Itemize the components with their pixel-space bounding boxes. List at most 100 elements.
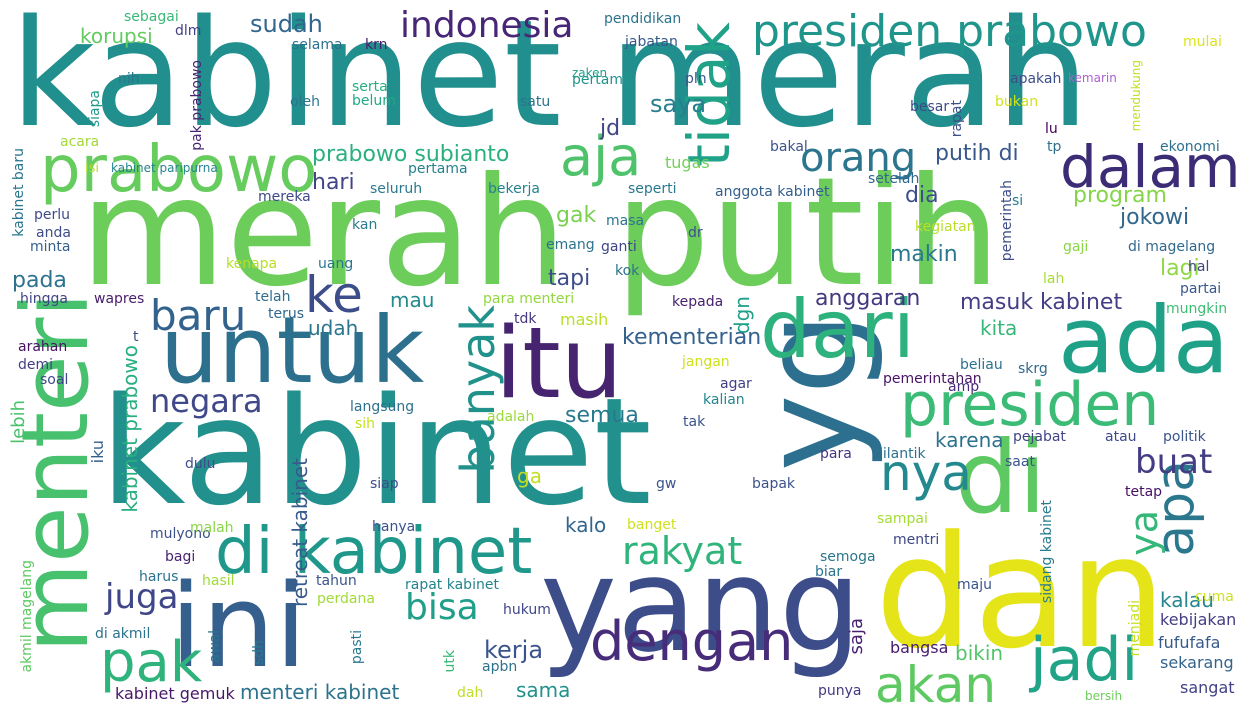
word-sampai: sampai <box>877 511 928 527</box>
word-pak-prabowo: pak prabowo <box>189 60 205 151</box>
word-juga: juga <box>105 577 179 617</box>
word-presiden-prabowo: presiden prabowo <box>752 6 1147 57</box>
word-tahun: tahun <box>316 573 357 589</box>
word-sidang-kabinet: sidang kabinet <box>1039 500 1055 604</box>
word-akmil-magelang: akmil magelang <box>19 560 35 673</box>
word-dah: dah <box>457 685 484 701</box>
word-lah: lah <box>1043 271 1065 287</box>
word-cuma: cuma <box>1195 589 1234 605</box>
word-kabinet-merah: kabinet merah <box>10 0 1090 160</box>
word-kabinet: kabinet <box>100 366 652 538</box>
word-hingga: hingga <box>20 291 68 307</box>
word-bangsa: bangsa <box>890 638 949 657</box>
word-mungkin: mungkin <box>1166 301 1228 317</box>
word-dalam: dalam <box>1060 133 1241 201</box>
word-si: si <box>1012 193 1024 209</box>
word-adalah: adalah <box>487 409 535 425</box>
word-harus: harus <box>139 569 179 585</box>
word-sdh: sdh <box>251 640 267 666</box>
word-dengan: dengan <box>590 610 794 673</box>
word-kepada: kepada <box>672 294 724 310</box>
word-seperti: seperti <box>628 181 677 197</box>
word-sama: sama <box>516 678 571 702</box>
word-merah-putih: merah putih <box>80 146 1001 320</box>
word-iku: iku <box>88 440 107 464</box>
word-masuk-kabinet: masuk kabinet <box>960 290 1123 315</box>
word-korupsi: korupsi <box>80 24 153 48</box>
word-selama: selama <box>292 37 343 53</box>
word-tak: tak <box>683 414 706 430</box>
word-isi: isi <box>85 161 99 176</box>
word-tapi: tapi <box>548 266 591 291</box>
word-lagi: lagi <box>1160 256 1200 281</box>
word-untuk: untuk <box>160 297 425 404</box>
word-zaken: zaken <box>572 66 608 80</box>
word-sebagai: sebagai <box>124 9 179 25</box>
word-banget: banget <box>627 517 677 533</box>
word-yang: yang <box>540 529 862 681</box>
word-demi: demi <box>18 357 54 373</box>
word-perlu: perlu <box>34 207 71 223</box>
word-fufufafa: fufufafa <box>1158 633 1221 652</box>
word-kemarin: kemarin <box>1068 71 1117 85</box>
word-semua: semua <box>565 403 639 428</box>
word-t: t <box>133 329 139 345</box>
word-pasti: pasti <box>349 630 365 665</box>
word-saja: saja <box>846 618 867 655</box>
word-presiden: presiden <box>900 370 1160 440</box>
word-para: para <box>820 446 852 462</box>
word-dulu: dulu <box>185 456 216 472</box>
word-tdk: tdk <box>514 311 537 327</box>
word-dia: dia <box>905 183 939 208</box>
word-sudah: sudah <box>250 10 323 38</box>
word-di-akmil: di akmil <box>95 626 151 642</box>
word-prabowo: prabowo <box>40 133 318 207</box>
word-kabinet-gemuk: kabinet gemuk <box>115 684 235 703</box>
word-utk: utk <box>442 650 458 673</box>
word-saat: saat <box>1005 454 1035 470</box>
word-nih: nih <box>118 71 140 87</box>
word-uang: uang <box>318 256 354 272</box>
word-kebijakan: kebijakan <box>1160 610 1237 629</box>
word-bisa: bisa <box>405 587 479 628</box>
word-menjadi: menjadi <box>1127 600 1143 657</box>
word-acara: acara <box>60 134 100 150</box>
word-menteri-kabinet: menteri kabinet <box>240 680 400 704</box>
word-emang: emang <box>546 237 595 253</box>
word-telah: telah <box>255 289 291 305</box>
word-indonesia: indonesia <box>400 5 574 46</box>
word-program: program <box>1073 183 1167 208</box>
word-ya: ya <box>1122 510 1166 556</box>
word-dari: dari <box>760 283 915 376</box>
word-pemerintahan: pemerintahan <box>883 371 982 387</box>
word-ganti: ganti <box>601 239 637 255</box>
word-siap: siap <box>370 476 399 492</box>
word-bersih: bersih <box>1085 689 1123 703</box>
word-perdana: perdana <box>317 591 375 607</box>
word-amp: amp <box>948 379 980 395</box>
word-terus: terus <box>268 306 305 322</box>
word-makin: makin <box>890 242 958 267</box>
word-krn: krn <box>365 37 388 53</box>
word-bukan: bukan <box>995 94 1039 110</box>
word-jabatan: jabatan <box>625 34 678 50</box>
word-pertama: pertama <box>408 161 468 177</box>
word-anggaran: anggaran <box>815 286 921 311</box>
word-belum: belum <box>352 93 396 109</box>
word-tp: tp <box>1047 139 1062 155</box>
word-anda: anda <box>36 225 71 241</box>
word-mereka: mereka <box>258 189 311 205</box>
word-jangan: jangan <box>682 354 730 370</box>
word-agar: agar <box>720 376 752 392</box>
word-dilantik: dilantik <box>874 446 926 462</box>
word-hal: hal <box>1188 259 1210 275</box>
word-kan: kan <box>352 217 378 233</box>
word-kok: kok <box>615 263 640 279</box>
word-pln: pln <box>685 71 707 87</box>
word-pertama: pertama <box>572 72 632 88</box>
word-mulyono: mulyono <box>150 526 211 542</box>
word-rakyat: rakyat <box>622 529 743 573</box>
word-gaji: gaji <box>1063 239 1089 255</box>
word-masa: masa <box>606 213 645 229</box>
